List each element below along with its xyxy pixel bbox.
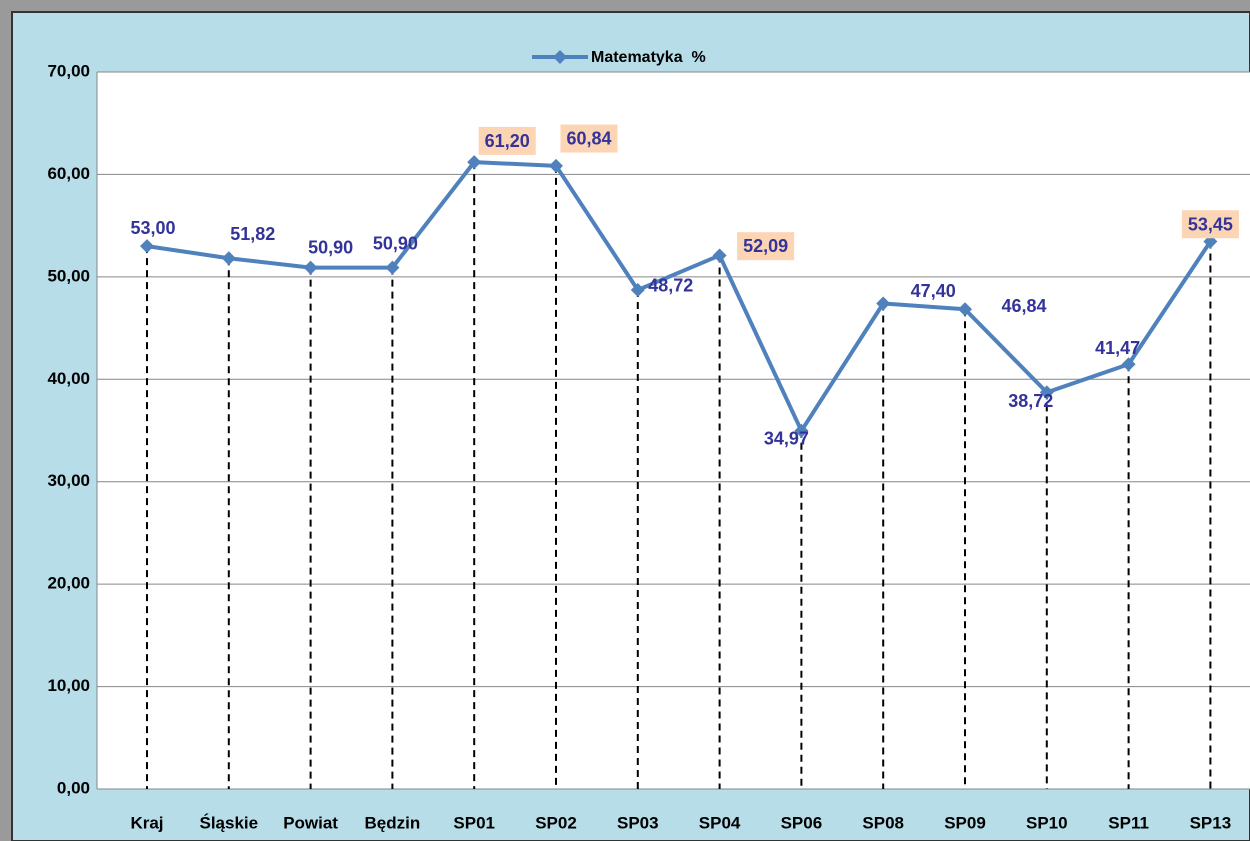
value-label: 52,09: [743, 236, 788, 256]
x-tick-label: Kraj: [130, 813, 163, 832]
plot-area: [97, 72, 1250, 789]
x-tick-label: SP04: [699, 813, 741, 832]
point-marker: [467, 155, 482, 170]
x-tick-label: SP09: [944, 813, 986, 832]
point-marker: [221, 251, 236, 266]
value-label: 48,72: [648, 276, 693, 296]
x-tick-label: SP13: [1190, 813, 1232, 832]
x-tick-label: SP10: [1026, 813, 1068, 832]
point-marker: [794, 423, 809, 438]
point-marker: [1039, 385, 1054, 400]
point-marker: [876, 296, 891, 311]
value-label-bg: [737, 232, 795, 261]
point-marker: [712, 248, 727, 263]
value-label: 41,47: [1095, 338, 1140, 358]
y-tick-label: 50,00: [47, 266, 90, 285]
y-tick-label: 20,00: [47, 574, 90, 593]
point-marker: [630, 282, 645, 297]
x-tick-label: SP01: [453, 813, 495, 832]
y-tick-label: 0,00: [57, 778, 90, 797]
x-tick-label: SP11: [1108, 813, 1149, 832]
x-tick-label: SP06: [781, 813, 823, 832]
value-label: 61,20: [485, 131, 530, 151]
value-label: 53,45: [1188, 214, 1233, 234]
y-tick-label: 70,00: [47, 61, 90, 80]
x-tick-label: Będzin: [365, 813, 421, 832]
point-marker: [385, 260, 400, 275]
x-tick-label: SP03: [617, 813, 659, 832]
value-label: 34,97: [764, 429, 809, 449]
x-tick-label: SP02: [535, 813, 577, 832]
value-label: 38,72: [1008, 391, 1053, 411]
value-label-bg: [1181, 210, 1239, 239]
value-label-bg: [478, 126, 536, 155]
point-marker: [140, 239, 154, 254]
legend-marker: [553, 50, 567, 64]
value-label: 53,00: [130, 218, 175, 238]
y-tick-label: 10,00: [47, 676, 90, 695]
legend-label: Matematyka %: [591, 49, 706, 66]
value-label: 51,82: [230, 224, 275, 244]
point-marker: [958, 302, 972, 317]
point-marker: [303, 260, 318, 275]
value-label: 46,84: [1001, 296, 1046, 316]
point-marker: [1121, 357, 1136, 372]
point-marker: [549, 158, 563, 173]
value-label: 60,84: [566, 129, 611, 149]
y-tick-label: 60,00: [47, 164, 90, 183]
x-tick-label: SP08: [862, 813, 904, 832]
y-tick-label: 40,00: [47, 369, 90, 388]
y-tick-label: 30,00: [47, 471, 90, 490]
series-line: [146, 160, 1213, 433]
x-tick-label: Śląskie: [199, 813, 258, 832]
value-label: 50,90: [373, 233, 418, 253]
value-label: 50,90: [308, 237, 353, 257]
x-tick-label: Powiat: [283, 813, 338, 832]
value-label: 47,40: [911, 281, 956, 301]
value-label-bg: [560, 124, 618, 153]
